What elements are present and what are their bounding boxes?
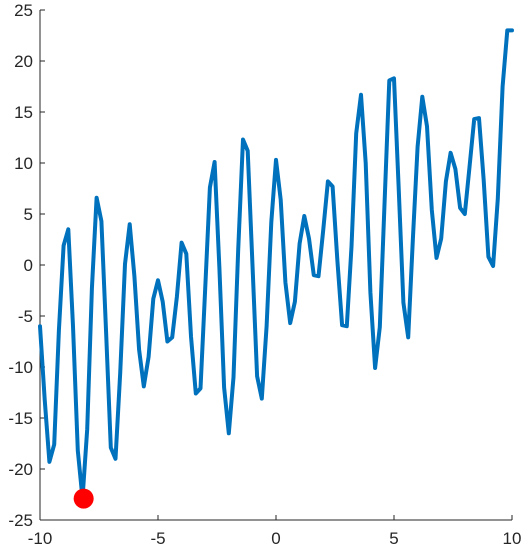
y-tick-label: -10: [8, 358, 33, 377]
y-tick-label: -25: [8, 511, 33, 530]
x-tick-label: -10: [28, 529, 53, 548]
series-line: [38, 28, 514, 501]
y-tick-label: 25: [14, 1, 33, 20]
y-tick-label: 0: [24, 256, 33, 275]
x-tick-label: 0: [271, 529, 280, 548]
x-tick-label: 5: [389, 529, 398, 548]
y-tick-label: -20: [8, 460, 33, 479]
minimum-marker: [73, 488, 94, 509]
y-tick-label: 5: [24, 205, 33, 224]
y-tick-label: 20: [14, 52, 33, 71]
tick-label-group: -10 -5 0 5 10 -25 -20 -15 -10 -5 0 5 10 15 20 25: [8, 1, 521, 548]
x-tick-label: -5: [150, 529, 165, 548]
y-tick-label: 10: [14, 154, 33, 173]
y-tick-label: -5: [18, 307, 33, 326]
x-tick-label: 10: [503, 529, 522, 548]
y-tick-label: -15: [8, 409, 33, 428]
plot-area: [38, 28, 514, 509]
y-tick-label: 15: [14, 103, 33, 122]
